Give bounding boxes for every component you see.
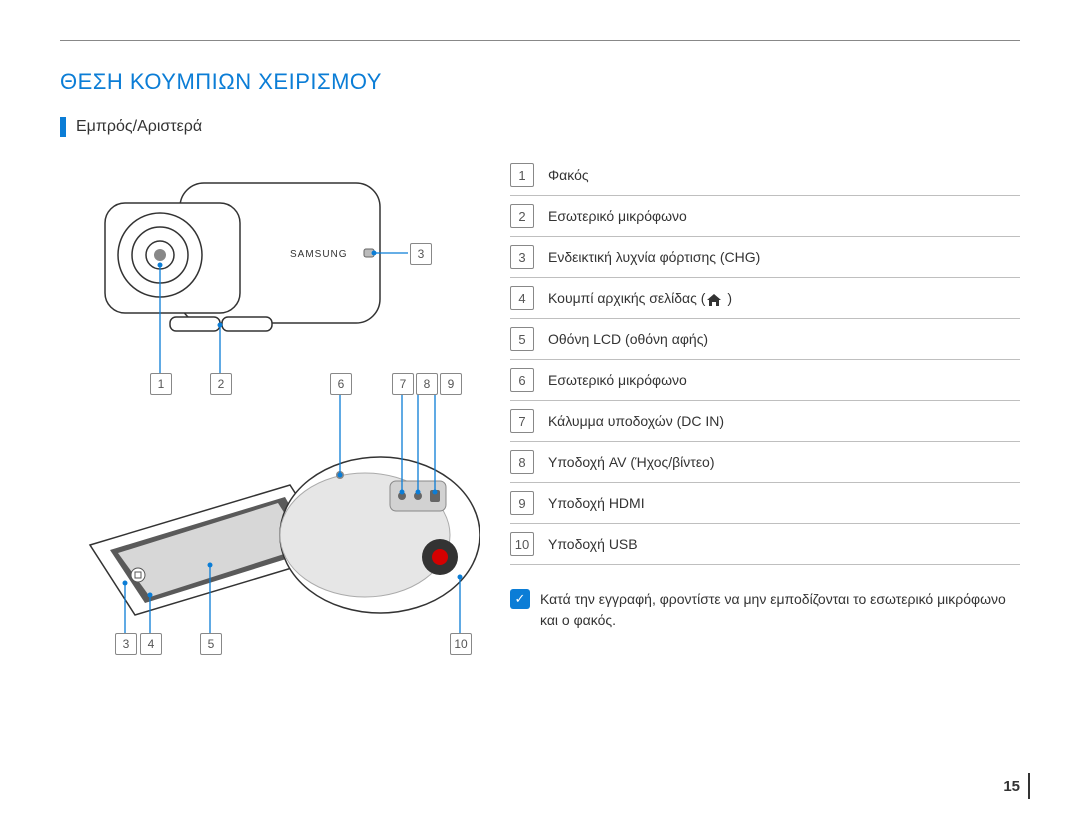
list-row: 6 Εσωτερικό μικρόφωνο [510,360,1020,401]
list-row: 5 Οθόνη LCD (οθόνη αφής) [510,319,1020,360]
list-label: Ενδεικτική λυχνία φόρτισης (CHG) [548,249,760,265]
note-icon: ✓ [510,589,530,609]
list-label: Υποδοχή AV (Ήχος/βίντεο) [548,454,715,470]
subtitle-text: Εμπρός/Αριστερά [76,118,202,136]
list-label: Οθόνη LCD (οθόνη αφής) [548,331,708,347]
brand-text: SAMSUNG [290,249,348,260]
list-row: 3 Ενδεικτική λυχνία φόρτισης (CHG) [510,237,1020,278]
list-number-box: 2 [510,204,534,228]
list-number-box: 5 [510,327,534,351]
callout-9: 9 [440,373,462,395]
top-rule [60,40,1020,41]
note-text: Κατά την εγγραφή, φροντίστε να μην εμποδ… [540,589,1020,631]
list-number-box: 8 [510,450,534,474]
list-label: Φακός [548,167,589,183]
list-label: Εσωτερικό μικρόφωνο [548,372,687,388]
list-label: Κουμπί αρχικής σελίδας ( ) [548,290,732,306]
callout-1: 1 [150,373,172,395]
list-number-box: 3 [510,245,534,269]
callout-b5: 5 [200,633,222,655]
callout-b10: 10 [450,633,472,655]
note-row: ✓ Κατά την εγγραφή, φροντίστε να μην εμπ… [510,589,1020,631]
page-number: 15 [1003,778,1020,795]
list-row: 7 Κάλυμμα υποδοχών (DC IN) [510,401,1020,442]
list-row: 10 Υποδοχή USB [510,524,1020,565]
list-number-box: 6 [510,368,534,392]
list-label: Υποδοχή USB [548,536,638,552]
list-number-box: 10 [510,532,534,556]
home-icon [707,293,721,305]
diagram-area: SAMSUNG [60,155,480,655]
callout-8: 8 [416,373,438,395]
subtitle-row: Εμπρός/Αριστερά [60,117,1020,137]
callout-3: 3 [410,243,432,265]
list-row: 9 Υποδοχή HDMI [510,483,1020,524]
list-number-box: 4 [510,286,534,310]
page-title: ΘΕΣΗ ΚΟΥΜΠΙΩΝ ΧΕΙΡΙΣΜΟΥ [60,69,1020,95]
list-row: 4 Κουμπί αρχικής σελίδας ( ) [510,278,1020,319]
callout-6: 6 [330,373,352,395]
list-label: Υποδοχή HDMI [548,495,645,511]
list-row: 2 Εσωτερικό μικρόφωνο [510,196,1020,237]
parts-list: 1 Φακός 2 Εσωτερικό μικρόφωνο 3 Ενδεικτική λυ… [480,155,1020,631]
subtitle-accent-bar [60,117,66,137]
list-number-box: 7 [510,409,534,433]
callout-7: 7 [392,373,414,395]
list-label: Εσωτερικό μικρόφωνο [548,208,687,224]
list-number-box: 9 [510,491,534,515]
callout-2: 2 [210,373,232,395]
callout-b3: 3 [115,633,137,655]
callout-b4: 4 [140,633,162,655]
list-label: Κάλυμμα υποδοχών (DC IN) [548,413,724,429]
list-row: 8 Υποδοχή AV (Ήχος/βίντεο) [510,442,1020,483]
page-number-bar [1028,773,1030,799]
list-row: 1 Φακός [510,155,1020,196]
list-number-box: 1 [510,163,534,187]
